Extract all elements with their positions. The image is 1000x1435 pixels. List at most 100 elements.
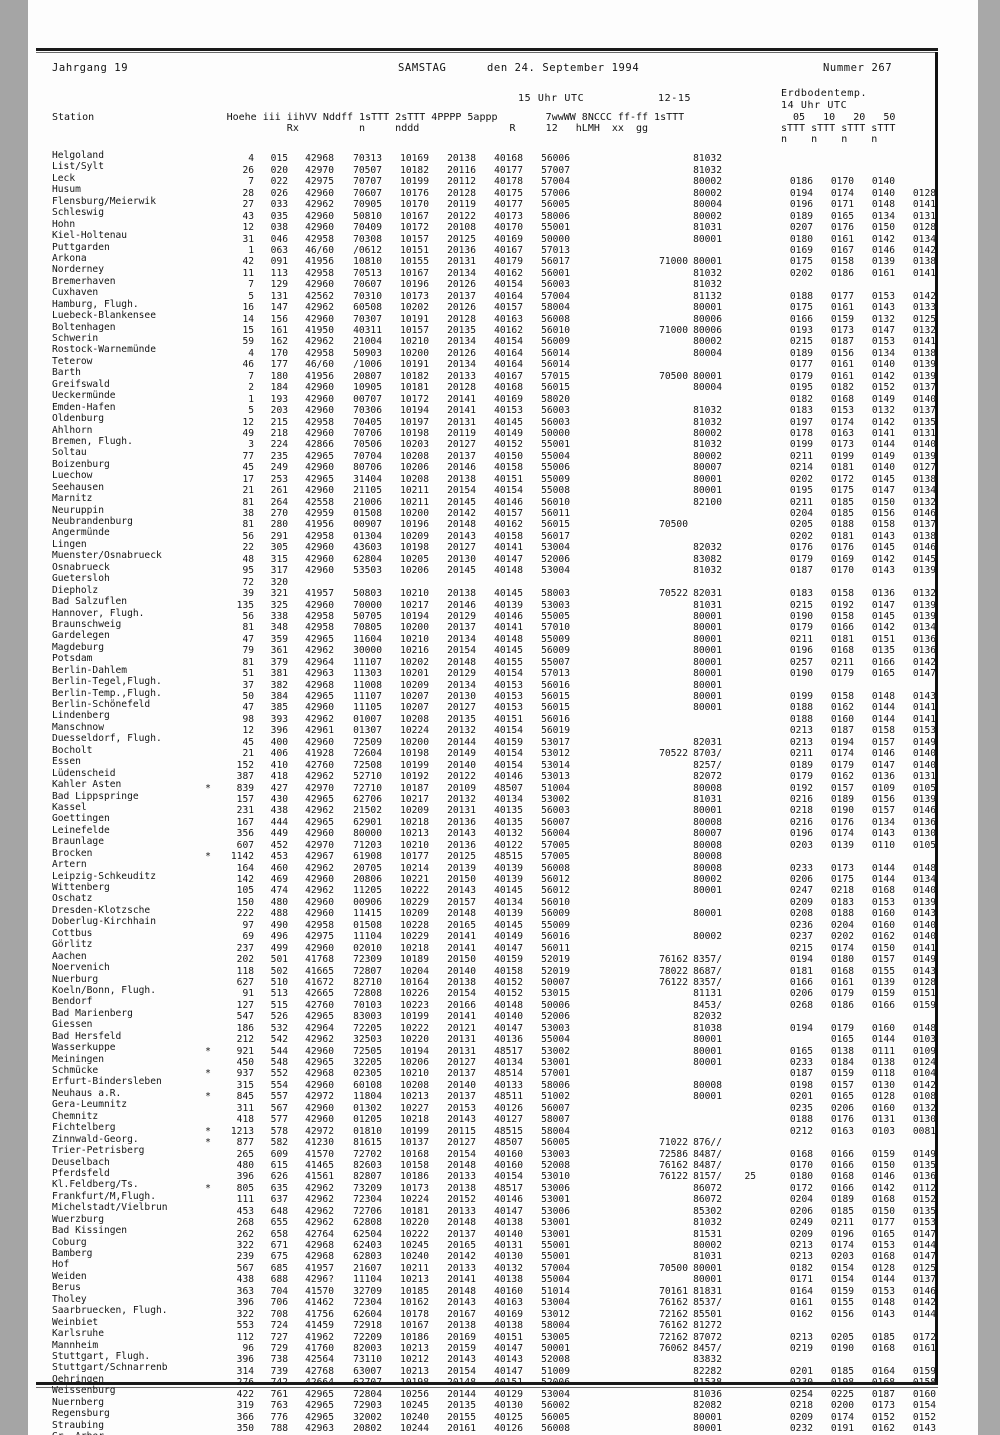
cell-e10: 0176	[830, 1114, 854, 1126]
cell-hoehe: 438	[236, 1274, 254, 1286]
cell-e10: 0157	[830, 1079, 854, 1091]
cell-station: Dresden-Klotzsche	[52, 904, 151, 916]
table-row: Bendorf 127 515 42760 70103 10223 20166 40148 50…	[52, 996, 936, 1010]
cell-Nddff: 11107	[353, 691, 382, 703]
cell-e10: 0179	[830, 759, 854, 771]
cell-4PPPP: 40134	[494, 793, 523, 805]
cell-e50: 0132	[912, 496, 936, 508]
cell-8NCCC: 82032	[693, 542, 722, 554]
cell-Nddff: 02010	[353, 942, 382, 954]
cell-Nddff: 32205	[353, 1057, 382, 1069]
cell-5appp: 56016	[541, 679, 570, 691]
cell-station: Fichtelberg	[52, 1122, 116, 1134]
cell-e10: 0174	[830, 187, 854, 199]
cell-Nddff: 70507	[353, 164, 382, 176]
cell-5appp: 56005	[541, 1137, 570, 1149]
cell-e20: 0136	[871, 771, 895, 783]
cell-7wwWW: 76062	[659, 1342, 688, 1354]
cell-iihVV: 42960	[305, 187, 334, 199]
cell-5appp: 51002	[541, 1091, 570, 1103]
cell-Nddff: 72918	[353, 1320, 382, 1332]
cell-Nddff: 73209	[353, 1182, 382, 1194]
cell-1sTTT: 10256	[400, 1388, 429, 1400]
cell-Nddff: 01007	[353, 713, 382, 725]
cell-e50: 0153	[912, 1217, 936, 1229]
cell-5appp: 57004	[541, 176, 570, 188]
cell-e50: 0148	[912, 1022, 936, 1034]
cell-2sTTT: 20143	[447, 1297, 476, 1309]
cell-hoehe: 43	[242, 210, 254, 222]
cell-1sTTT: 10155	[400, 256, 429, 268]
cell-5appp: 57010	[541, 622, 570, 634]
cell-e10: 0162	[830, 771, 854, 783]
cell-iihVV: 42960	[305, 542, 334, 554]
cell-iii: 046	[270, 233, 288, 245]
cell-1sTTT: 10245	[400, 1240, 429, 1252]
cell-8NCCC: 80002	[693, 931, 722, 943]
cell-e50: 0140	[912, 919, 936, 931]
cell-e50: 0138	[912, 256, 936, 268]
cell-8NCCC: 80004	[693, 199, 722, 211]
cell-e20: 0139	[871, 976, 895, 988]
table-row: Hohn 12 038 42960 70409 10172 20108 40170 55001 8…	[52, 219, 936, 234]
cell-iihVV: 41956	[305, 256, 334, 268]
cell-iii: 361	[270, 645, 288, 657]
cell-1sTTT: 10210	[400, 336, 429, 348]
cell-e05: 0196	[789, 199, 813, 211]
cell-5appp: 53001	[541, 1194, 570, 1206]
cell-e05: 0213	[789, 725, 813, 737]
cell-8NCCC: 80001	[693, 908, 722, 920]
cell-iihVV: 42960	[305, 222, 334, 234]
cell-iihVV: 42968	[305, 153, 334, 165]
cell-e50: 0137	[912, 519, 936, 531]
cell-station: Emden-Hafen	[52, 401, 116, 413]
cell-iii: 548	[270, 1057, 288, 1069]
cell-station: Bad Lippspringe	[52, 790, 139, 802]
cell-5appp: 55001	[541, 439, 570, 451]
cell-5appp: 57013	[541, 668, 570, 680]
cell-iihVV: 42970	[305, 839, 334, 851]
cell-iihVV: 41459	[305, 1320, 334, 1332]
cell-Nddff: 50810	[353, 210, 382, 222]
cell-iii: 490	[270, 919, 288, 931]
cell-iii: 261	[270, 485, 288, 497]
cell-e50: 0142	[912, 1297, 936, 1309]
cell-iihVV: 41957	[305, 1262, 334, 1274]
cell-e20: 0151	[871, 633, 895, 645]
cell-e20: 0148	[871, 691, 895, 703]
cell-5appp: 56017	[541, 530, 570, 542]
table-row: Diepholz 39 321 41957 50803 10210 20138 40145 58…	[52, 585, 936, 599]
cell-e20: 0149	[871, 450, 895, 462]
cell-5appp: 53006	[541, 1205, 570, 1217]
cell-iihVV: 42958	[305, 622, 334, 634]
cell-4PPPP: 40178	[494, 176, 523, 188]
cell-e20: 0157	[871, 736, 895, 748]
table-row: Bremen, Flugh. 3 224 42866 70506 10203 20127 40…	[52, 436, 936, 451]
cell-iihVV: 42962	[305, 1034, 334, 1046]
cell-iii: 418	[270, 771, 288, 783]
cell-e20: 0159	[871, 988, 895, 1000]
cell-5appp: 56007	[541, 1102, 570, 1114]
cell-8NCCC: 8357/	[693, 954, 722, 966]
cell-e50: 0143	[912, 908, 936, 920]
top-rule-shadow	[36, 52, 938, 53]
cell-1sTTT: 10220	[400, 1217, 429, 1229]
cell-8NCCC: 80001	[693, 679, 722, 691]
cell-e50: 0139	[912, 370, 936, 382]
cell-station: Weinbiet	[52, 1316, 99, 1328]
cell-e20: 0131	[871, 1114, 895, 1126]
cell-hoehe: 96	[242, 1342, 254, 1354]
cell-Nddff: /1006	[353, 359, 382, 371]
cell-iii: 480	[270, 896, 288, 908]
cell-iii: 542	[270, 1034, 288, 1046]
cell-e50: 0105	[912, 782, 936, 794]
cell-5appp: 51014	[541, 1285, 570, 1297]
cell-station: Wasserkuppe	[52, 1042, 116, 1054]
cell-hoehe: 567	[236, 1262, 254, 1274]
cell-hoehe: 105	[236, 885, 254, 897]
cell-2sTTT: 20144	[447, 736, 476, 748]
cell-hoehe: 2	[248, 382, 254, 394]
cell-8NCCC: 81032	[693, 153, 722, 165]
time-span: 12-15	[658, 93, 692, 104]
cell-4PPPP: 40126	[494, 1423, 523, 1435]
